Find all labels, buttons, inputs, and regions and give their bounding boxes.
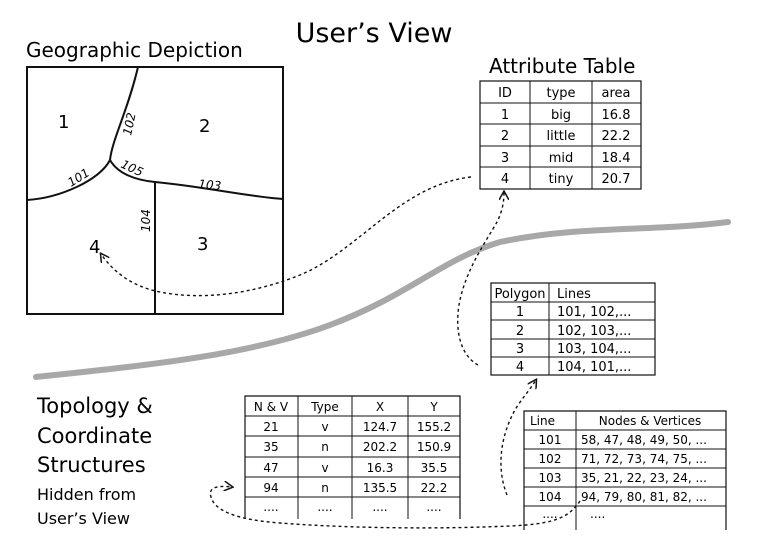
polygon-label-2: 2 [199,116,210,137]
polygon-label-1: 1 [58,112,69,133]
polygon-label-4: 4 [89,237,100,258]
node-cell: 135.5 [363,481,397,495]
attribute-cell: 4 [501,172,509,187]
map-line-102 [109,66,139,161]
page-title: User’s View [296,18,453,49]
polygon-table: Polygon Lines 1 101, 102,... 2 102, 103,… [490,282,656,376]
line-header-nodes: Nodes & Vertices [599,414,701,428]
attribute-header-area: area [602,86,631,101]
polygon-cell: 1 [516,305,524,320]
attribute-cell: big [551,108,571,123]
view-divider-line [33,219,731,380]
line-table-frame [523,410,727,530]
node-cell: 94 [263,481,278,495]
node-cell: n [321,440,329,454]
link-arrow-attribute-to-polygon4 [101,176,472,297]
line-cell: 104 [539,490,562,504]
line-cell: 102 [539,452,562,466]
node-cell: 35.5 [421,461,448,475]
polygon-cell: 104, 101,... [557,360,631,375]
node-cell: 155.2 [417,420,451,434]
polygon-table-frame [490,282,656,376]
node-table: N & V Type X Y 21 v 124.7 155.2 35 n 202… [244,395,461,519]
node-cell: 124.7 [363,420,397,434]
node-cell: 21 [263,420,278,434]
line-cell: 58, 47, 48, 49, 50, ... [581,433,707,447]
line-label-103: 103 [198,177,222,193]
line-cell: 94, 79, 80, 81, 82, ... [581,490,707,504]
node-cell: 35 [263,440,278,454]
attribute-header-id: ID [498,86,512,101]
link-arrow-line-to-node [209,486,581,529]
node-header-x: X [376,400,384,414]
attribute-table-frame [479,80,642,190]
polygon-cell: 4 [516,360,524,375]
hidden-label-line: Hidden from [37,485,136,504]
attribute-cell: tiny [549,172,574,187]
node-header-type: Type [310,400,339,414]
node-cell: 47 [263,461,278,475]
map-caption: Geographic Depiction [26,38,243,62]
node-cell: 202.2 [363,440,397,454]
node-cell: n [321,481,329,495]
polygon-cell: 2 [516,324,524,339]
node-cell: 150.9 [417,440,451,454]
attribute-cell: 16.8 [602,108,631,123]
hidden-label-line: Structures [37,453,146,477]
node-cell: .... [263,500,278,514]
line-cell: .... [542,507,557,521]
polygon-cell: 101, 102,... [557,305,631,320]
attribute-cell: 20.7 [602,172,631,187]
node-cell: 16.3 [367,461,394,475]
attribute-table: ID type area 1 big 16.8 2 little 22.2 3 … [479,80,642,190]
attribute-cell: 3 [501,151,509,166]
node-header-y: Y [429,400,438,414]
attribute-cell: 18.4 [602,151,631,166]
polygon-label-3: 3 [197,234,208,255]
polygon-header-polygon: Polygon [494,287,545,302]
node-cell: v [321,420,328,434]
attribute-table-caption: Attribute Table [489,54,635,78]
line-label-102: 102 [120,111,138,136]
map-line-105 [109,159,156,183]
link-arrows [101,176,581,529]
node-cell: 22.2 [421,481,448,495]
line-cell: 35, 21, 22, 23, 24, ... [581,471,707,485]
hidden-label-line: User’s View [37,509,130,528]
link-arrow-line-to-polygon [500,380,536,496]
attribute-cell: little [546,129,575,144]
line-header-line: Line [530,414,555,428]
attribute-cell: mid [549,151,574,166]
link-arrow-polygon-to-attribute [457,192,504,366]
line-cell: 103 [539,471,562,485]
node-cell: .... [372,500,387,514]
attribute-header-type: type [546,86,575,101]
attribute-cell: 22.2 [602,129,631,144]
node-cell: .... [317,500,332,514]
map-line-101 [26,159,111,201]
line-cell: .... [590,507,605,521]
node-cell: v [321,461,328,475]
polygon-cell: 103, 104,... [557,342,631,357]
polygon-header-lines: Lines [557,287,591,302]
line-table: Line Nodes & Vertices 101 58, 47, 48, 49… [523,410,727,530]
polygon-cell: 102, 103,... [557,324,631,339]
polygon-cell: 3 [516,342,524,357]
line-cell: 71, 72, 73, 74, 75, ... [581,452,707,466]
hidden-label-line: Topology & [36,394,153,418]
hidden-structures-label: Topology & Coordinate Structures Hidden … [36,394,153,528]
attribute-cell: 2 [501,129,509,144]
node-cell: .... [426,500,441,514]
line-cell: 101 [539,433,562,447]
attribute-cell: 1 [501,108,509,123]
node-header-nv: N & V [254,400,289,414]
line-label-104: 104 [139,209,153,232]
hidden-label-line: Coordinate [37,424,152,448]
geographic-map: 1 2 3 4 101 102 103 104 105 [26,66,284,315]
map-line-103 [154,181,284,200]
